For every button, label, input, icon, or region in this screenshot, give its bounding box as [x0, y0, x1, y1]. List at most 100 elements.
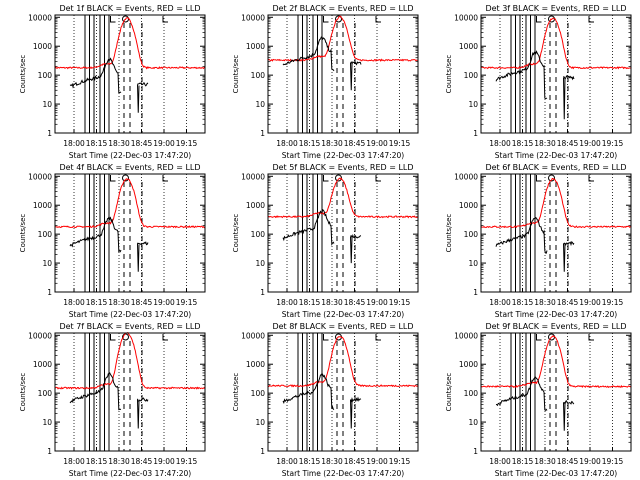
plot-frame: [480, 14, 632, 134]
events-series-line: [137, 241, 149, 246]
events-series-dip: [350, 399, 353, 429]
y-tick-label: 10000: [28, 13, 52, 22]
state-marker-bracket: [536, 175, 542, 182]
state-marker-circle: [335, 15, 342, 23]
y-tick-label: 1: [260, 447, 265, 456]
y-axis-label: Counts/sec: [232, 55, 240, 94]
x-tick-label: 19:00: [366, 298, 388, 307]
state-marker-bracket: [375, 175, 381, 182]
y-tick-label: 1000: [246, 360, 265, 369]
y-tick-label: 1000: [33, 201, 52, 210]
x-tick-label: 18:45: [131, 457, 153, 466]
y-tick-label: 1000: [33, 42, 52, 51]
y-tick-label: 10: [255, 418, 265, 427]
y-tick-label: 10: [255, 100, 265, 109]
events-series-line: [495, 217, 548, 254]
x-tick-label: 18:00: [276, 139, 298, 148]
x-axis-label: Start Time (22-Dec-03 17:47:20): [69, 151, 191, 160]
y-tick-label: 1: [473, 288, 478, 297]
x-axis-label: Start Time (22-Dec-03 17:47:20): [495, 151, 617, 160]
plot-frame: [480, 173, 632, 293]
events-series-line: [69, 57, 122, 94]
y-tick-label: 10000: [454, 172, 478, 181]
state-marker-bracket: [323, 175, 329, 182]
plot-frame: [480, 332, 632, 452]
y-tick-label: 1000: [459, 42, 478, 51]
y-tick-label: 10: [255, 259, 265, 268]
detector-panel-2: Det 2f BLACK = Events, RED = LLD Counts/s…: [232, 4, 419, 160]
y-tick-label: 1: [260, 129, 265, 138]
x-tick-label: 18:15: [299, 139, 321, 148]
state-marker-bracket: [162, 16, 168, 23]
events-series-line: [563, 240, 575, 247]
events-series-line: [282, 372, 335, 411]
y-tick-label: 10000: [454, 13, 478, 22]
plot-frame: [54, 332, 206, 452]
x-tick-label: 19:00: [579, 457, 601, 466]
state-marker-bracket: [536, 16, 542, 23]
y-tick-label: 10000: [241, 172, 265, 181]
panel-title: Det 8f BLACK = Events, RED = LLD: [272, 322, 413, 331]
y-tick-label: 10000: [454, 331, 478, 340]
events-series-line: [69, 215, 122, 253]
x-tick-label: 19:15: [602, 139, 624, 148]
x-tick-label: 18:15: [86, 298, 108, 307]
state-marker-bracket: [375, 16, 381, 23]
x-tick-label: 18:00: [276, 298, 298, 307]
x-axis-label: Start Time (22-Dec-03 17:47:20): [495, 310, 617, 319]
events-series-line: [350, 60, 362, 66]
events-series-dip: [137, 243, 140, 272]
lld-series-line: [480, 17, 632, 70]
x-tick-label: 19:15: [389, 139, 411, 148]
x-tick-label: 18:15: [512, 457, 534, 466]
x-axis-label: Start Time (22-Dec-03 17:47:20): [495, 469, 617, 478]
panel-title: Det 7f BLACK = Events, RED = LLD: [59, 322, 200, 331]
y-tick-label: 100: [464, 230, 479, 239]
x-tick-label: 18:00: [63, 139, 85, 148]
x-tick-label: 19:15: [176, 298, 198, 307]
y-tick-label: 1000: [459, 360, 478, 369]
state-marker-bracket: [588, 334, 594, 341]
y-tick-label: 100: [251, 230, 266, 239]
plot-frame: [267, 332, 419, 452]
x-axis-label: Start Time (22-Dec-03 17:47:20): [282, 310, 404, 319]
detector-panel-9: Det 9f BLACK = Events, RED = LLD Counts/s…: [445, 322, 632, 478]
x-tick-label: 18:45: [557, 457, 579, 466]
x-tick-label: 19:00: [153, 457, 175, 466]
x-tick-label: 18:30: [534, 139, 556, 148]
x-tick-label: 18:30: [108, 298, 130, 307]
state-marker-bracket: [375, 334, 381, 341]
y-axis-label: Counts/sec: [19, 55, 27, 94]
x-tick-label: 19:15: [602, 298, 624, 307]
y-axis-label: Counts/sec: [445, 214, 453, 253]
detector-panel-5: Det 5f BLACK = Events, RED = LLD Counts/s…: [232, 163, 419, 319]
state-marker-bracket: [323, 334, 329, 341]
state-marker-bracket: [536, 334, 542, 341]
x-axis-label: Start Time (22-Dec-03 17:47:20): [282, 151, 404, 160]
x-tick-label: 19:15: [176, 139, 198, 148]
x-tick-label: 19:00: [366, 139, 388, 148]
y-tick-label: 1: [260, 288, 265, 297]
state-marker-bracket: [162, 175, 168, 182]
detector-panel-7: Det 7f BLACK = Events, RED = LLD Counts/s…: [19, 322, 206, 478]
x-axis-label: Start Time (22-Dec-03 17:47:20): [69, 469, 191, 478]
events-series-line: [350, 396, 362, 403]
x-tick-label: 18:00: [489, 298, 511, 307]
x-tick-label: 18:30: [534, 298, 556, 307]
y-axis-label: Counts/sec: [445, 373, 453, 412]
y-tick-label: 10: [468, 100, 478, 109]
x-tick-label: 18:15: [86, 139, 108, 148]
panel-title: Det 3f BLACK = Events, RED = LLD: [485, 4, 626, 13]
y-tick-label: 1000: [459, 201, 478, 210]
x-tick-label: 18:45: [344, 457, 366, 466]
y-tick-label: 10: [42, 259, 52, 268]
x-axis-label: Start Time (22-Dec-03 17:47:20): [69, 310, 191, 319]
x-tick-label: 18:45: [344, 139, 366, 148]
events-series-dip: [137, 84, 140, 113]
x-tick-label: 18:00: [63, 298, 85, 307]
events-series-line: [495, 50, 548, 100]
x-tick-label: 18:00: [63, 457, 85, 466]
y-tick-label: 100: [251, 389, 266, 398]
x-tick-label: 18:15: [86, 457, 108, 466]
lld-series-line: [480, 178, 632, 229]
